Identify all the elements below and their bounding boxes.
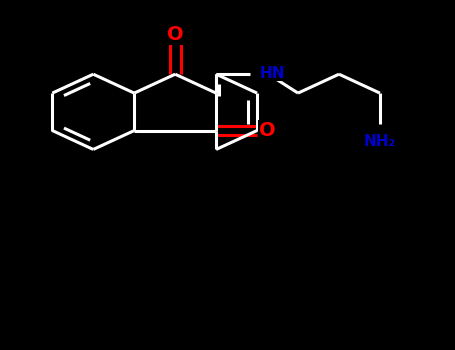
- Text: NH₂: NH₂: [364, 134, 396, 149]
- Text: O: O: [167, 26, 183, 44]
- Text: O: O: [259, 121, 276, 140]
- Text: HN: HN: [259, 66, 285, 80]
